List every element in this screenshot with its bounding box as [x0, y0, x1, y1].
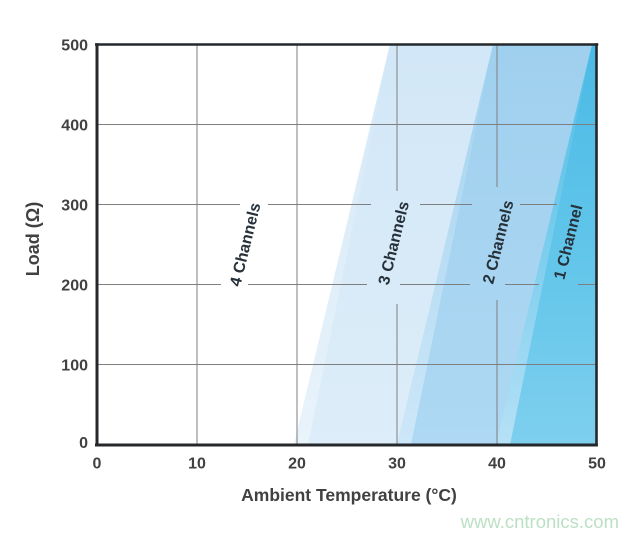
svg-text:30: 30 — [388, 456, 406, 473]
svg-text:Load (Ω): Load (Ω) — [23, 202, 43, 276]
svg-text:500: 500 — [61, 38, 88, 55]
svg-text:Ambient Temperature (°C): Ambient Temperature (°C) — [241, 485, 457, 505]
svg-text:0: 0 — [93, 456, 102, 473]
svg-text:www.cntronics.com: www.cntronics.com — [460, 511, 619, 532]
svg-text:400: 400 — [61, 118, 88, 135]
svg-text:200: 200 — [61, 278, 88, 295]
svg-text:40: 40 — [488, 456, 506, 473]
svg-text:0: 0 — [79, 435, 88, 452]
svg-text:300: 300 — [61, 198, 88, 215]
svg-text:50: 50 — [588, 456, 606, 473]
svg-text:20: 20 — [288, 456, 306, 473]
svg-text:100: 100 — [61, 358, 88, 375]
svg-text:10: 10 — [188, 456, 206, 473]
